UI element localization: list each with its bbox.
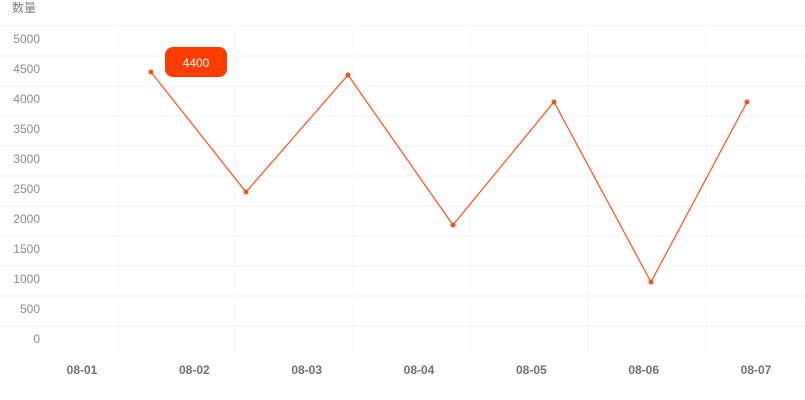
x-tick-label: 08-03 bbox=[291, 363, 322, 377]
tooltip-box bbox=[165, 47, 227, 77]
x-tick-label: 08-02 bbox=[179, 363, 210, 377]
data-point[interactable] bbox=[744, 99, 750, 105]
y-tick-label: 2500 bbox=[13, 182, 40, 196]
y-tick-label: 4500 bbox=[13, 62, 40, 76]
y-tick-label: 1000 bbox=[13, 272, 40, 286]
grid bbox=[0, 25, 805, 354]
data-point[interactable] bbox=[243, 189, 249, 195]
y-tick-label: 1500 bbox=[13, 242, 40, 256]
x-tick-label: 08-01 bbox=[67, 363, 98, 377]
y-tick-label: 5000 bbox=[13, 32, 40, 46]
y-tick-label: 3000 bbox=[13, 152, 40, 166]
y-tick-label: 4000 bbox=[13, 92, 40, 106]
y-axis-ticks: 0 500 1000 1500 2000 2500 3000 3500 4000 4500 5000 bbox=[13, 32, 40, 346]
data-point[interactable] bbox=[345, 72, 351, 78]
data-point[interactable] bbox=[551, 99, 557, 105]
y-tick-label: 2000 bbox=[13, 212, 40, 226]
y-tick-label: 3500 bbox=[13, 122, 40, 136]
x-tick-label: 08-06 bbox=[628, 363, 659, 377]
x-axis-ticks: 08-01 08-02 08-03 08-04 08-05 08-06 08-07 bbox=[67, 363, 772, 377]
y-tick-label: 500 bbox=[20, 302, 40, 316]
y-tick-label: 0 bbox=[33, 332, 40, 346]
data-point[interactable] bbox=[648, 279, 654, 285]
x-tick-label: 08-07 bbox=[741, 363, 772, 377]
series-layer bbox=[148, 69, 750, 285]
x-tick-label: 08-05 bbox=[516, 363, 547, 377]
x-tick-label: 08-04 bbox=[404, 363, 435, 377]
series-line bbox=[150, 71, 748, 284]
y-axis-label: 数量 bbox=[12, 0, 36, 15]
data-point[interactable] bbox=[148, 69, 154, 75]
tooltip-value: 4400 bbox=[183, 56, 210, 70]
data-point[interactable] bbox=[450, 222, 456, 228]
tooltip: 4400 bbox=[165, 47, 227, 77]
